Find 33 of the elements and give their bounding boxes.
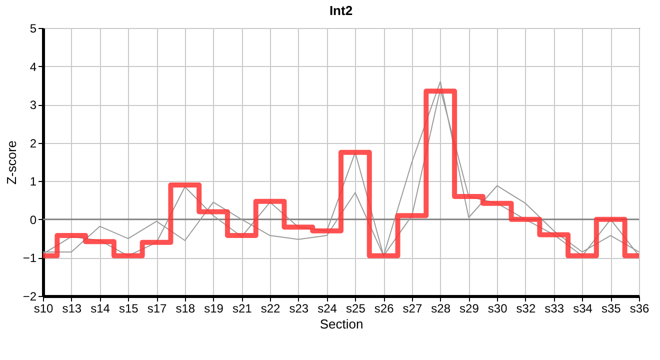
x-tick-label: s15 [118,302,139,316]
x-tick-label: s26 [374,302,394,316]
x-tick-label: s30 [488,302,508,316]
y-tick-label: 1 [30,174,37,189]
x-tick-label: s34 [573,302,593,316]
x-tick-label: s33 [544,302,564,316]
y-axis-title: Z-score [4,140,19,185]
x-tick-label: s36 [630,302,650,316]
x-tick-label: s29 [460,302,480,316]
x-tick-label: s19 [204,302,224,316]
x-tick-label: s10 [34,302,54,316]
x-tick-label: s24 [318,302,338,316]
x-tick-label: s35 [601,302,622,316]
x-tick-label: s27 [402,302,422,316]
x-axis-title: Section [320,316,364,332]
x-tick-label: s17 [147,302,168,316]
x-tick-label: s18 [176,302,196,316]
y-tick-label: 2 [30,136,37,150]
y-tick-label: 0 [30,212,37,227]
chart-title: Int2 [329,3,353,18]
y-tick-label: 3 [30,98,37,112]
y-tick-label: −2 [22,290,37,304]
x-tick-label: s14 [90,302,110,316]
x-tick-label: s25 [346,302,366,316]
x-tick-label: s28 [431,302,451,316]
y-tick-label: 5 [30,22,37,36]
x-tick-label: s22 [260,302,281,316]
x-tick-label: s32 [516,302,536,316]
x-tick-label: s23 [289,302,309,316]
y-tick-label: −1 [22,251,37,266]
y-tick-label: 4 [30,60,37,74]
x-tick-label: s13 [62,302,82,316]
x-tick-label: s21 [232,302,252,316]
